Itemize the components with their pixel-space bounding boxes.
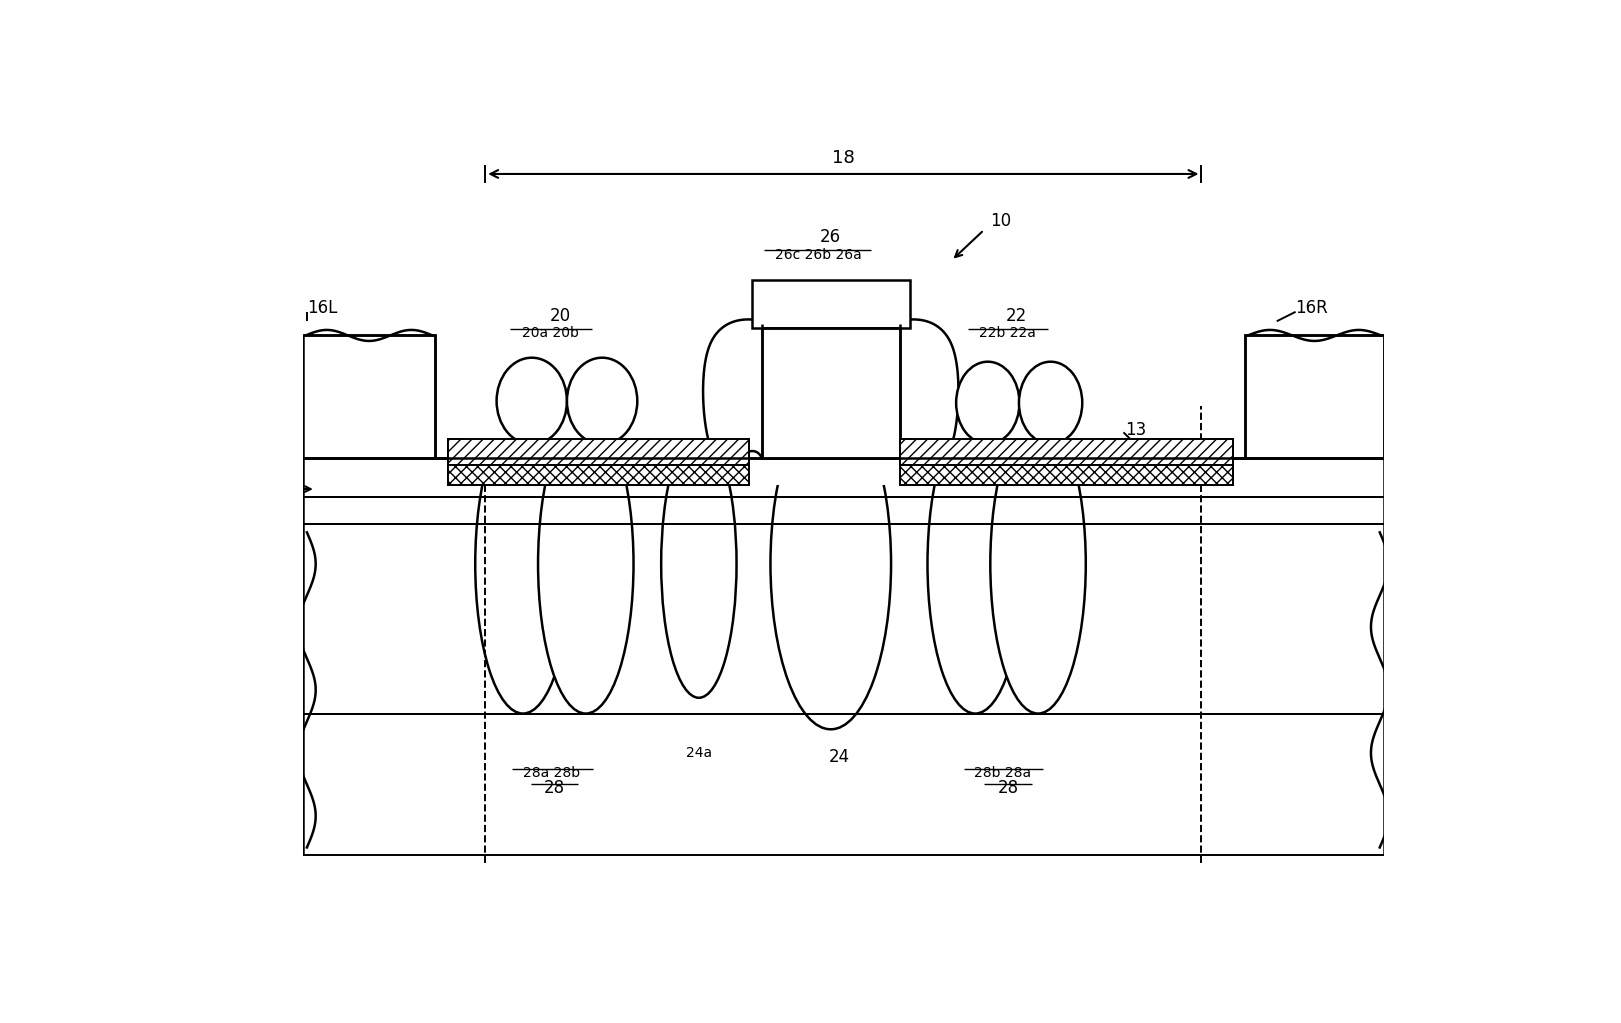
- Bar: [752, 280, 909, 327]
- Bar: [759, 214, 903, 461]
- Bar: [977, 237, 1099, 461]
- Text: 18: 18: [832, 149, 854, 167]
- Bar: [914, 237, 1036, 461]
- Text: 13: 13: [1125, 421, 1146, 439]
- Text: 12: 12: [1439, 486, 1461, 503]
- Text: 16R: 16R: [1295, 299, 1328, 317]
- Bar: [520, 438, 543, 457]
- Ellipse shape: [770, 398, 892, 729]
- Bar: [749, 440, 900, 485]
- Text: 20a 20b: 20a 20b: [522, 326, 579, 340]
- Text: 28b 28a: 28b 28a: [974, 765, 1031, 780]
- Bar: [762, 327, 900, 457]
- Text: 28: 28: [543, 780, 566, 797]
- Bar: [590, 438, 613, 457]
- Ellipse shape: [538, 414, 634, 714]
- Text: 12b: 12b: [1412, 488, 1438, 501]
- Bar: [900, 465, 1234, 485]
- Text: 16L: 16L: [306, 299, 337, 317]
- Ellipse shape: [661, 430, 736, 698]
- Bar: [1384, 123, 1459, 910]
- Bar: [447, 465, 749, 485]
- Text: 22b 22a: 22b 22a: [979, 326, 1036, 340]
- Text: 20: 20: [550, 307, 571, 324]
- Bar: [303, 457, 1384, 855]
- Bar: [462, 237, 584, 461]
- Text: 26c 26b 26a: 26c 26b 26a: [775, 249, 862, 262]
- Text: 28: 28: [997, 780, 1018, 797]
- Bar: [1041, 438, 1060, 457]
- Bar: [900, 440, 1234, 465]
- Bar: [648, 261, 749, 461]
- Text: 22: 22: [1007, 307, 1028, 324]
- Bar: [203, 123, 1459, 457]
- Bar: [900, 465, 1234, 485]
- Bar: [900, 440, 1234, 465]
- Text: 26: 26: [820, 228, 841, 246]
- Ellipse shape: [475, 414, 571, 714]
- Text: 12c: 12c: [1412, 466, 1436, 480]
- Ellipse shape: [1020, 362, 1083, 444]
- Text: 24: 24: [828, 748, 849, 766]
- Text: 24a: 24a: [686, 746, 712, 760]
- Bar: [203, 123, 303, 910]
- Text: 28a 28b: 28a 28b: [524, 765, 580, 780]
- Ellipse shape: [990, 414, 1086, 714]
- Bar: [447, 440, 749, 465]
- Polygon shape: [303, 336, 447, 457]
- Bar: [447, 465, 749, 485]
- Bar: [447, 440, 749, 465]
- Text: 12a: 12a: [1412, 509, 1438, 524]
- Ellipse shape: [567, 358, 637, 444]
- Bar: [977, 438, 999, 457]
- Ellipse shape: [956, 362, 1020, 444]
- Ellipse shape: [496, 358, 567, 444]
- Ellipse shape: [927, 414, 1023, 714]
- Bar: [525, 237, 647, 461]
- Text: 11: 11: [258, 473, 279, 490]
- Polygon shape: [1234, 336, 1384, 457]
- Text: 10: 10: [990, 212, 1012, 230]
